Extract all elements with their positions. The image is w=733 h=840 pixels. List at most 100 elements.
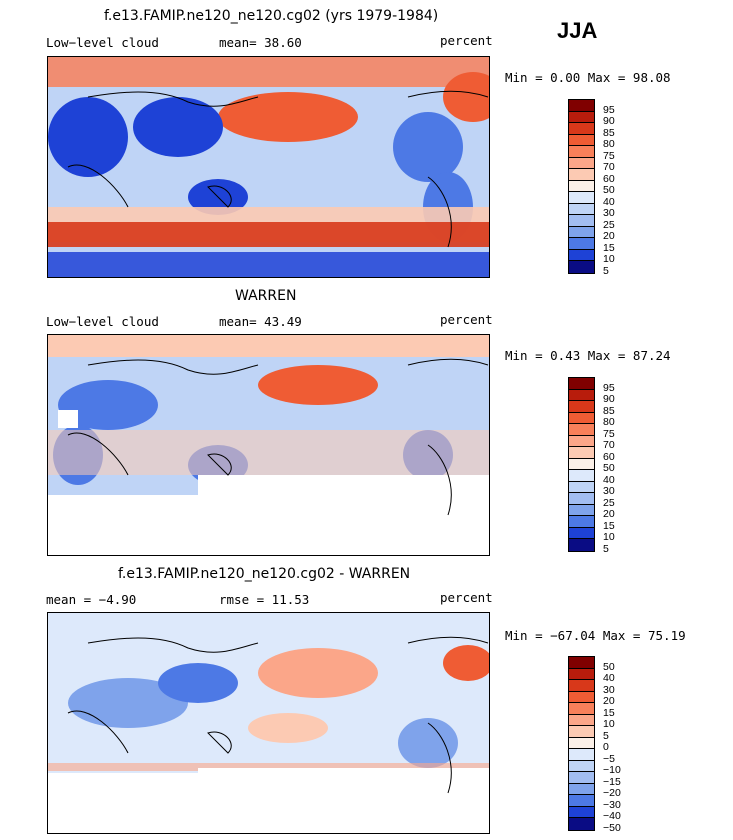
colorbar-swatch [569,539,594,551]
panel3-map [47,612,490,834]
panel1-africa-eurasia-low [48,97,128,177]
colorbar-swatch [569,481,594,494]
panel1-natlantic-cloud [443,72,489,122]
colorbar-tick-label: 10 [603,531,615,544]
panel1-coastlines [67,90,489,248]
panel1-map [47,56,490,278]
panel1-mean-label: mean= 38.60 [219,35,302,50]
panel3-southern-edge [48,763,489,771]
panel2-npacific-stratocumulus [258,365,378,405]
panel2-missing-sahara [58,410,78,428]
panel3-missing-antarctic [48,775,489,833]
panel2-map-svg [48,335,489,555]
colorbar-tick-label: −30 [603,798,621,811]
colorbar-swatch [569,772,594,784]
colorbar-swatch [569,504,594,517]
colorbar-tick-label: 80 [603,138,615,151]
colorbar-tick-label: 25 [603,496,615,509]
panel1-npacific-stratocumulus [218,92,358,142]
colorbar-swatch [569,378,594,390]
colorbar-swatch [569,123,594,135]
panel1-namerica-low [393,112,463,182]
colorbar-swatch [569,146,594,158]
colorbar-tick-label: −50 [603,822,621,834]
panel3-natlantic-positive [443,645,489,681]
panel1-units-label: percent [440,33,493,48]
panel1-arctic-band [48,57,489,87]
colorbar-swatch [569,226,594,239]
colorbar-tick-label: 85 [603,404,615,417]
panel1-asia-low [133,97,223,157]
colorbar-swatch [569,760,594,773]
colorbar-swatch [569,215,594,227]
colorbar-tick-label: 85 [603,126,615,139]
colorbar-swatch [569,680,594,692]
panel2-missing-antarctic [48,495,489,555]
colorbar-tick-label: 30 [603,485,615,498]
panel1-colorbar [568,99,595,274]
colorbar-tick-label: 90 [603,115,615,128]
colorbar-tick-label: −40 [603,810,621,823]
panel1-map-svg [48,57,489,277]
panel2-minmax-label: Min = 0.43 Max = 87.24 [505,348,671,363]
colorbar-swatch [569,180,594,193]
panel2-coastlines [67,358,489,516]
colorbar-swatch [569,818,594,830]
colorbar-tick-label: 95 [603,103,615,116]
colorbar-swatch [569,657,594,669]
colorbar-swatch [569,668,594,681]
colorbar-tick-label: 20 [603,230,615,243]
colorbar-swatch [569,516,594,528]
panel2-missing-south [198,475,489,495]
colorbar-swatch [569,134,594,147]
colorbar-tick-label: 70 [603,161,615,174]
panel3-colorbar [568,656,595,831]
panel2-title: WARREN [235,288,297,304]
panel3-coastlines [67,636,489,794]
colorbar-swatch [569,749,594,761]
colorbar-tick-label: 5 [603,543,609,555]
colorbar-swatch [569,238,594,250]
colorbar-tick-label: 90 [603,393,615,406]
colorbar-swatch [569,261,594,273]
colorbar-swatch [569,435,594,448]
panel3-missing-south [198,768,489,778]
colorbar-tick-label: −5 [603,752,615,765]
colorbar-tick-label: 70 [603,439,615,452]
colorbar-swatch [569,458,594,471]
panel2-africa-low [58,380,158,430]
colorbar-tick-label: 15 [603,706,615,719]
panel2-arctic-band [48,335,489,357]
panel1-variable-label: Low−level cloud [46,35,159,50]
colorbar-tick-label: 75 [603,149,615,162]
colorbar-swatch [569,726,594,738]
colorbar-tick-label: 50 [603,184,615,197]
colorbar-tick-label: 40 [603,672,615,685]
colorbar-swatch [569,795,594,807]
colorbar-tick-label: −20 [603,787,621,800]
colorbar-tick-label: 30 [603,683,615,696]
colorbar-tick-label: 5 [603,729,609,742]
panel1-minmax-label: Min = 0.00 Max = 98.08 [505,70,671,85]
colorbar-tick-label: 80 [603,416,615,429]
panel3-mean-label: mean = −4.90 [46,592,137,607]
colorbar-swatch [569,157,594,170]
colorbar-tick-label: 50 [603,660,615,673]
panel2-map [47,334,490,556]
colorbar-swatch [569,100,594,112]
colorbar-tick-label: 95 [603,381,615,394]
colorbar-tick-label: 20 [603,508,615,521]
colorbar-tick-label: 10 [603,718,615,731]
panel1-title: f.e13.FAMIP.ne120_ne120.cg02 (yrs 1979-1… [104,8,439,24]
colorbar-tick-label: −10 [603,764,621,777]
colorbar-swatch [569,447,594,459]
colorbar-tick-label: 15 [603,519,615,532]
panel3-asia-negative [158,663,238,703]
panel2-mean-label: mean= 43.49 [219,314,302,329]
panel3-epacific-positive [248,713,328,743]
panel3-minmax-label: Min = −67.04 Max = 75.19 [505,628,686,643]
colorbar-swatch [569,389,594,402]
colorbar-swatch [569,412,594,425]
panel3-rmse-label: rmse = 11.53 [219,592,310,607]
colorbar-tick-label: 40 [603,473,615,486]
